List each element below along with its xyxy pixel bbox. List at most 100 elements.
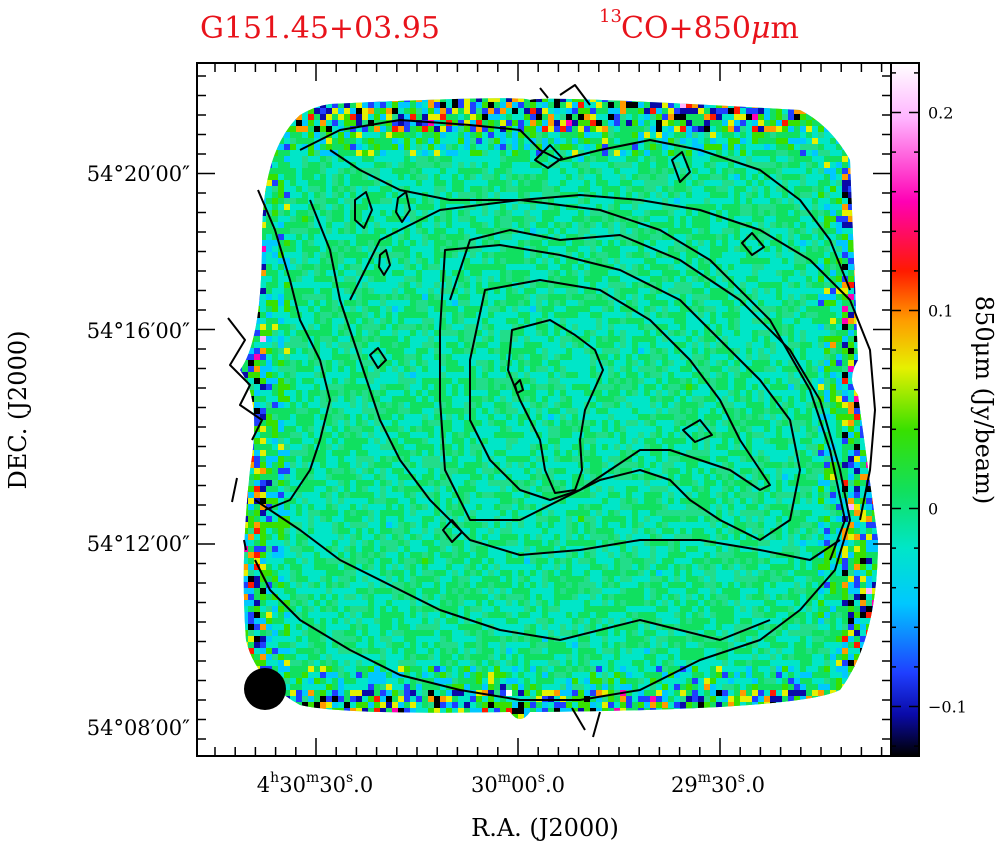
map-pixel [644, 150, 650, 156]
map-pixel [638, 222, 644, 228]
map-pixel [788, 402, 794, 408]
map-pixel [248, 138, 254, 144]
map-pixel [590, 186, 596, 192]
map-pixel [398, 342, 404, 348]
map-pixel [620, 150, 626, 156]
map-pixel [536, 174, 542, 180]
map-pixel [500, 264, 506, 270]
map-pixel [240, 210, 242, 216]
map-pixel [470, 396, 476, 402]
map-pixel [866, 318, 872, 324]
map-pixel [764, 240, 770, 246]
map-pixel [584, 90, 590, 96]
map-pixel [620, 198, 626, 204]
map-pixel [506, 150, 512, 156]
map-pixel [308, 264, 314, 270]
map-pixel [314, 234, 320, 240]
map-pixel [566, 360, 572, 366]
map-pixel [554, 126, 560, 132]
map-pixel [254, 216, 260, 222]
map-pixel [524, 354, 530, 360]
map-pixel [302, 114, 308, 120]
map-pixel [686, 354, 692, 360]
map-pixel [560, 360, 566, 366]
map-pixel [884, 282, 890, 288]
map-pixel [398, 132, 404, 138]
map-pixel [254, 120, 260, 126]
map-pixel [626, 336, 632, 342]
map-pixel [674, 300, 680, 306]
map-pixel [482, 216, 488, 222]
map-pixel [728, 132, 734, 138]
map-pixel [290, 156, 296, 162]
map-pixel [410, 360, 416, 366]
map-pixel [800, 384, 806, 390]
map-pixel [632, 180, 638, 186]
map-pixel [590, 144, 596, 150]
map-pixel [842, 156, 848, 162]
map-pixel [296, 126, 302, 132]
map-pixel [578, 306, 584, 312]
map-pixel [338, 222, 344, 228]
map-pixel [386, 174, 392, 180]
map-pixel [566, 114, 572, 120]
map-pixel [776, 222, 782, 228]
map-pixel [518, 396, 524, 402]
map-pixel [290, 270, 296, 276]
map-pixel [650, 312, 656, 318]
map-pixel [692, 258, 698, 264]
map-pixel [470, 294, 476, 300]
map-pixel [572, 396, 578, 402]
map-pixel [416, 204, 422, 210]
map-pixel [398, 180, 404, 186]
map-pixel [740, 378, 746, 384]
map-pixel [494, 162, 500, 168]
map-pixel [368, 98, 374, 102]
map-pixel [356, 114, 362, 120]
map-pixel [350, 216, 356, 222]
map-pixel [392, 168, 398, 174]
map-pixel [422, 258, 428, 264]
map-pixel [566, 132, 572, 138]
map-pixel [392, 354, 398, 360]
map-pixel [782, 246, 788, 252]
map-pixel [272, 324, 278, 330]
map-pixel [356, 168, 362, 174]
map-pixel [650, 198, 656, 204]
map-pixel [794, 216, 800, 222]
map-pixel [356, 144, 362, 150]
map-pixel [242, 354, 248, 360]
map-pixel [608, 270, 614, 276]
map-pixel [740, 342, 746, 348]
map-pixel [578, 402, 584, 408]
map-pixel [698, 174, 704, 180]
map-pixel [254, 126, 260, 132]
map-pixel [662, 186, 668, 192]
map-pixel [794, 312, 800, 318]
map-pixel [614, 240, 620, 246]
map-pixel [860, 258, 866, 264]
map-pixel [524, 102, 530, 108]
map-pixel [240, 384, 242, 390]
map-pixel [764, 198, 770, 204]
map-pixel [470, 270, 476, 276]
map-pixel [854, 204, 860, 210]
map-pixel [428, 354, 434, 360]
map-pixel [794, 198, 800, 204]
map-pixel [452, 372, 458, 378]
map-pixel [770, 108, 776, 114]
map-pixel [416, 324, 422, 330]
map-pixel [284, 282, 290, 288]
map-pixel [794, 102, 800, 108]
map-pixel [674, 336, 680, 342]
map-pixel [482, 180, 488, 186]
map-pixel [806, 90, 812, 96]
map-pixel [878, 354, 884, 360]
map-pixel [746, 222, 752, 228]
map-pixel [242, 222, 248, 228]
map-pixel [434, 288, 440, 294]
map-pixel [254, 336, 260, 342]
map-pixel [614, 180, 620, 186]
map-pixel [464, 174, 470, 180]
map-pixel [446, 318, 452, 324]
